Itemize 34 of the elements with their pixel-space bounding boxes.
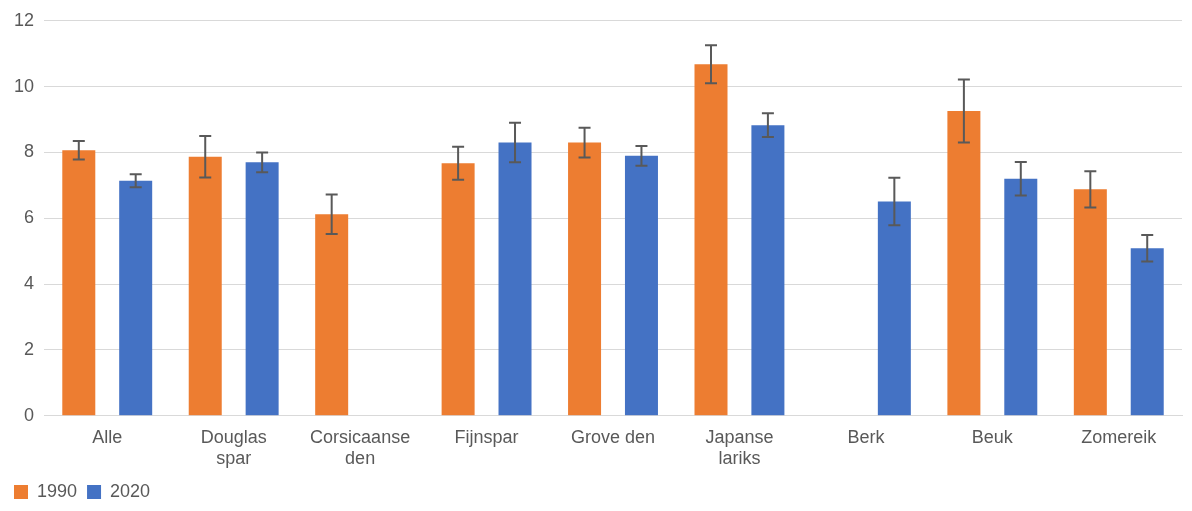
y-tick-label: 12 [13,9,35,30]
x-tick-label: Japanse lariks [705,426,774,469]
y-tick-label: 10 [13,75,35,96]
bar [188,156,222,416]
x-tick-label: Alle [92,426,123,447]
bar [1130,248,1164,416]
bar [877,201,911,416]
bar [947,110,981,416]
legend-label: 1990 [37,480,78,501]
x-tick-label: Douglas spar [200,426,267,469]
y-tick-label: 0 [24,404,35,425]
bar [624,155,658,416]
bar [1073,189,1107,416]
x-tick-label: Corsicaanse den [310,426,411,469]
x-tick-label: Grove den [570,426,656,447]
y-tick-label: 2 [24,338,35,359]
x-tick-label: Fijnspar [454,426,519,447]
bar [62,150,96,416]
bar [568,142,602,416]
x-tick-label: Zomereik [1081,426,1158,447]
bar [694,64,728,416]
bar [751,125,785,416]
bar [498,142,532,416]
x-tick-label: Beuk [971,426,1014,447]
legend-label: 2020 [110,480,151,501]
bar [1004,178,1038,416]
bar [441,163,475,416]
y-tick-label: 4 [24,273,35,294]
bar [119,180,153,416]
bar [245,162,279,416]
y-tick-label: 8 [24,141,35,162]
y-tick-label: 6 [24,207,35,228]
x-tick-label: Berk [847,426,886,447]
bar [315,214,349,416]
